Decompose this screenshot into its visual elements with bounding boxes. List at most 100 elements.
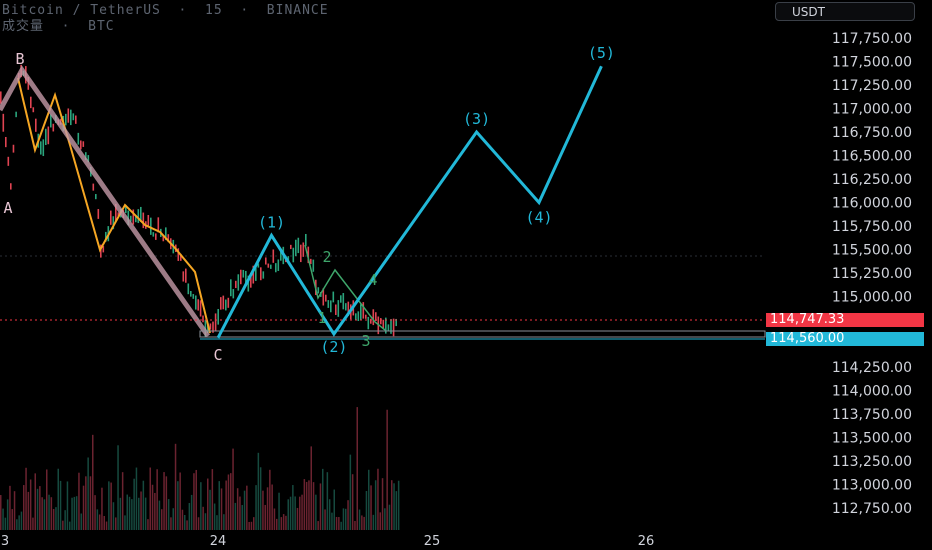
last-price-tag: 114,747.33 (766, 313, 924, 327)
price-candle (242, 269, 245, 278)
price-candle (332, 291, 335, 303)
volume-bar (370, 485, 372, 530)
volume-bar (190, 494, 193, 530)
price-candle (195, 295, 197, 310)
support-price-tag: 114,560.00 (766, 332, 924, 346)
price-candle (42, 139, 45, 157)
price-candle (297, 237, 300, 254)
volume-bar (230, 473, 232, 530)
volume-bar (112, 502, 115, 530)
price-candle (292, 247, 295, 263)
price-tick-label: 113,000.00 (832, 478, 912, 494)
volume-bar (388, 504, 391, 530)
volume-bar (243, 490, 246, 530)
price-candle (395, 318, 397, 327)
volume-bar (246, 485, 248, 530)
volume-bar (347, 500, 349, 530)
volume-bar (177, 481, 179, 530)
volume-bar (69, 521, 71, 530)
volume-bar (195, 469, 197, 530)
price-candle (157, 217, 160, 233)
volume-bar (121, 472, 124, 530)
price-candle (340, 295, 342, 303)
price-candle (230, 279, 232, 297)
volume-bar (158, 500, 161, 530)
price-candle (277, 259, 280, 271)
price-candle (325, 294, 327, 302)
volume-bar (188, 503, 191, 530)
wave-label: (2) (320, 338, 347, 356)
volume-bar (342, 508, 345, 530)
price-candle (260, 267, 262, 281)
volume-bar (322, 468, 324, 530)
price-candle (380, 318, 382, 325)
internal-wave (304, 244, 386, 331)
price-candle (110, 210, 112, 225)
price-candle (387, 324, 390, 332)
price-candle (192, 294, 195, 299)
price-candle (225, 299, 227, 311)
price-candle (337, 300, 340, 317)
price-candle (182, 271, 185, 282)
price-candle (15, 111, 17, 118)
volume-bar (73, 496, 76, 530)
price-candle (250, 272, 252, 288)
volume-bar (363, 516, 365, 530)
price-candle (105, 231, 107, 242)
volume-bar (117, 445, 119, 530)
volume-bar (34, 473, 36, 530)
price-tick-label: 112,750.00 (832, 501, 912, 517)
volume-bar (218, 481, 220, 530)
volume-bar (57, 468, 59, 530)
price-candle (67, 108, 70, 123)
price-candle (162, 235, 165, 242)
volume-bar (220, 488, 223, 530)
volume-bar (368, 469, 370, 530)
volume-bar (200, 482, 202, 530)
volume-bar (301, 494, 303, 530)
price-candle (240, 269, 242, 285)
price-candle (375, 312, 377, 321)
volume-bar (92, 434, 94, 530)
price-candle (0, 91, 2, 104)
currency-button[interactable]: USDT (775, 2, 915, 21)
price-candle (80, 140, 82, 150)
price-tick-label: 115,250.00 (832, 266, 912, 282)
volume-bar (87, 457, 89, 530)
volume-bar (110, 482, 112, 530)
price-tick-label: 117,500.00 (832, 55, 912, 71)
price-tick-label: 117,250.00 (832, 78, 912, 94)
volume-bar (223, 514, 225, 530)
volume-bar (108, 481, 110, 530)
volume-bar (170, 517, 172, 530)
volume-bar (227, 474, 230, 530)
volume-bar (361, 515, 363, 530)
price-tick-label: 115,500.00 (832, 243, 912, 259)
volume-bar (36, 488, 39, 530)
wave-label: B (15, 50, 24, 68)
wave-label: 2 (322, 248, 331, 266)
wave-label: C (213, 346, 222, 364)
volume-bar (377, 468, 379, 530)
volume-bar (225, 480, 227, 530)
price-candle (130, 215, 132, 222)
price-tick-label: 115,000.00 (832, 290, 912, 306)
volume-bar (335, 516, 338, 530)
volume-bar (119, 497, 122, 530)
volume-bar (379, 512, 381, 530)
volume-bar (253, 517, 255, 530)
volume-bar (248, 521, 250, 530)
wave-label: 3 (361, 332, 370, 350)
wave-label: 4 (368, 271, 377, 289)
price-candle (87, 155, 90, 163)
price-candle (140, 206, 142, 222)
volume-bar (41, 497, 43, 530)
price-candle (7, 156, 10, 166)
price-candle (135, 215, 137, 223)
time-tick-label: 24 (210, 534, 227, 549)
price-candle (327, 300, 330, 308)
volume-bar (115, 517, 117, 530)
volume-bar (308, 480, 310, 530)
volume-bar (241, 505, 243, 530)
volume-bar (18, 515, 20, 530)
